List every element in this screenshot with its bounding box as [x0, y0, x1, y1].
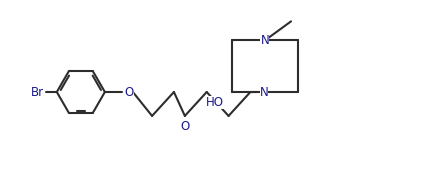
Text: N: N	[260, 34, 269, 47]
Text: O: O	[125, 86, 134, 98]
Text: HO: HO	[206, 95, 224, 109]
Text: O: O	[180, 120, 190, 133]
Text: Br: Br	[31, 86, 44, 98]
Text: N: N	[260, 86, 268, 98]
